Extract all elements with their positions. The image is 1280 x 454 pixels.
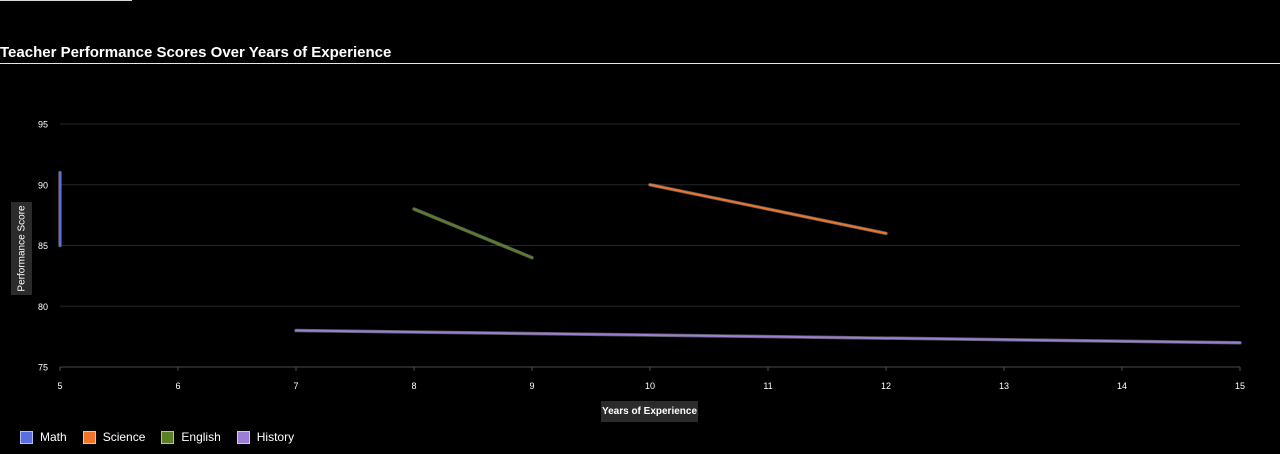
x-tick-label: 9 [529, 381, 534, 391]
title-divider [0, 63, 1280, 64]
grid-lines [60, 123, 1240, 368]
legend-item-math[interactable]: Math [20, 430, 67, 444]
legend-swatch [161, 430, 175, 444]
legend-label: English [181, 430, 221, 444]
x-axis-ticks: 5 6 7 8 9 10 11 12 13 14 15 [57, 367, 1245, 391]
y-axis-title-group: Performance Score [11, 202, 32, 295]
y-axis-title-bg [11, 202, 32, 295]
legend-item-science[interactable]: Science [82, 430, 146, 444]
y-axis-ticks: 75 80 85 90 95 [38, 120, 48, 373]
chart-title: Teacher Performance Scores Over Years of… [0, 44, 392, 61]
series-line-science [649, 183, 887, 235]
y-tick-label: 90 [38, 180, 48, 190]
x-tick-label: 5 [57, 381, 62, 391]
x-tick-label: 11 [763, 381, 772, 391]
y-tick-label: 95 [38, 120, 48, 130]
legend-item-history[interactable]: History [236, 430, 295, 444]
legend-label: Math [40, 430, 67, 444]
y-axis-title: Performance Score [17, 205, 28, 292]
series-lines [58, 170, 1242, 345]
legend-label: Science [102, 430, 146, 444]
x-tick-label: 15 [1235, 381, 1245, 391]
legend-swatch [20, 430, 33, 444]
x-tick-label: 8 [411, 381, 416, 391]
legend-item-english[interactable]: English [161, 430, 221, 444]
x-axis-title: Years of Experience [602, 406, 697, 417]
x-tick-label: 12 [881, 381, 891, 391]
y-tick-label: 85 [38, 241, 48, 251]
series-line-history [295, 329, 1241, 344]
legend-label: History [256, 430, 295, 444]
x-axis-title-group: Years of Experience [601, 401, 698, 422]
x-tick-label: 7 [293, 381, 298, 391]
top-tab-indicator [0, 0, 132, 1]
x-tick-label: 10 [645, 381, 655, 391]
chart-legend: Math Science English History [20, 430, 294, 444]
y-tick-label: 80 [38, 302, 48, 312]
x-tick-label: 13 [999, 381, 1009, 391]
y-tick-label: 75 [38, 363, 48, 373]
x-tick-label: 14 [1117, 381, 1127, 391]
legend-swatch [82, 430, 96, 444]
x-tick-label: 6 [175, 381, 180, 391]
x-axis-title-bg [601, 401, 698, 422]
series-line-english [413, 208, 533, 259]
legend-swatch [236, 430, 250, 444]
